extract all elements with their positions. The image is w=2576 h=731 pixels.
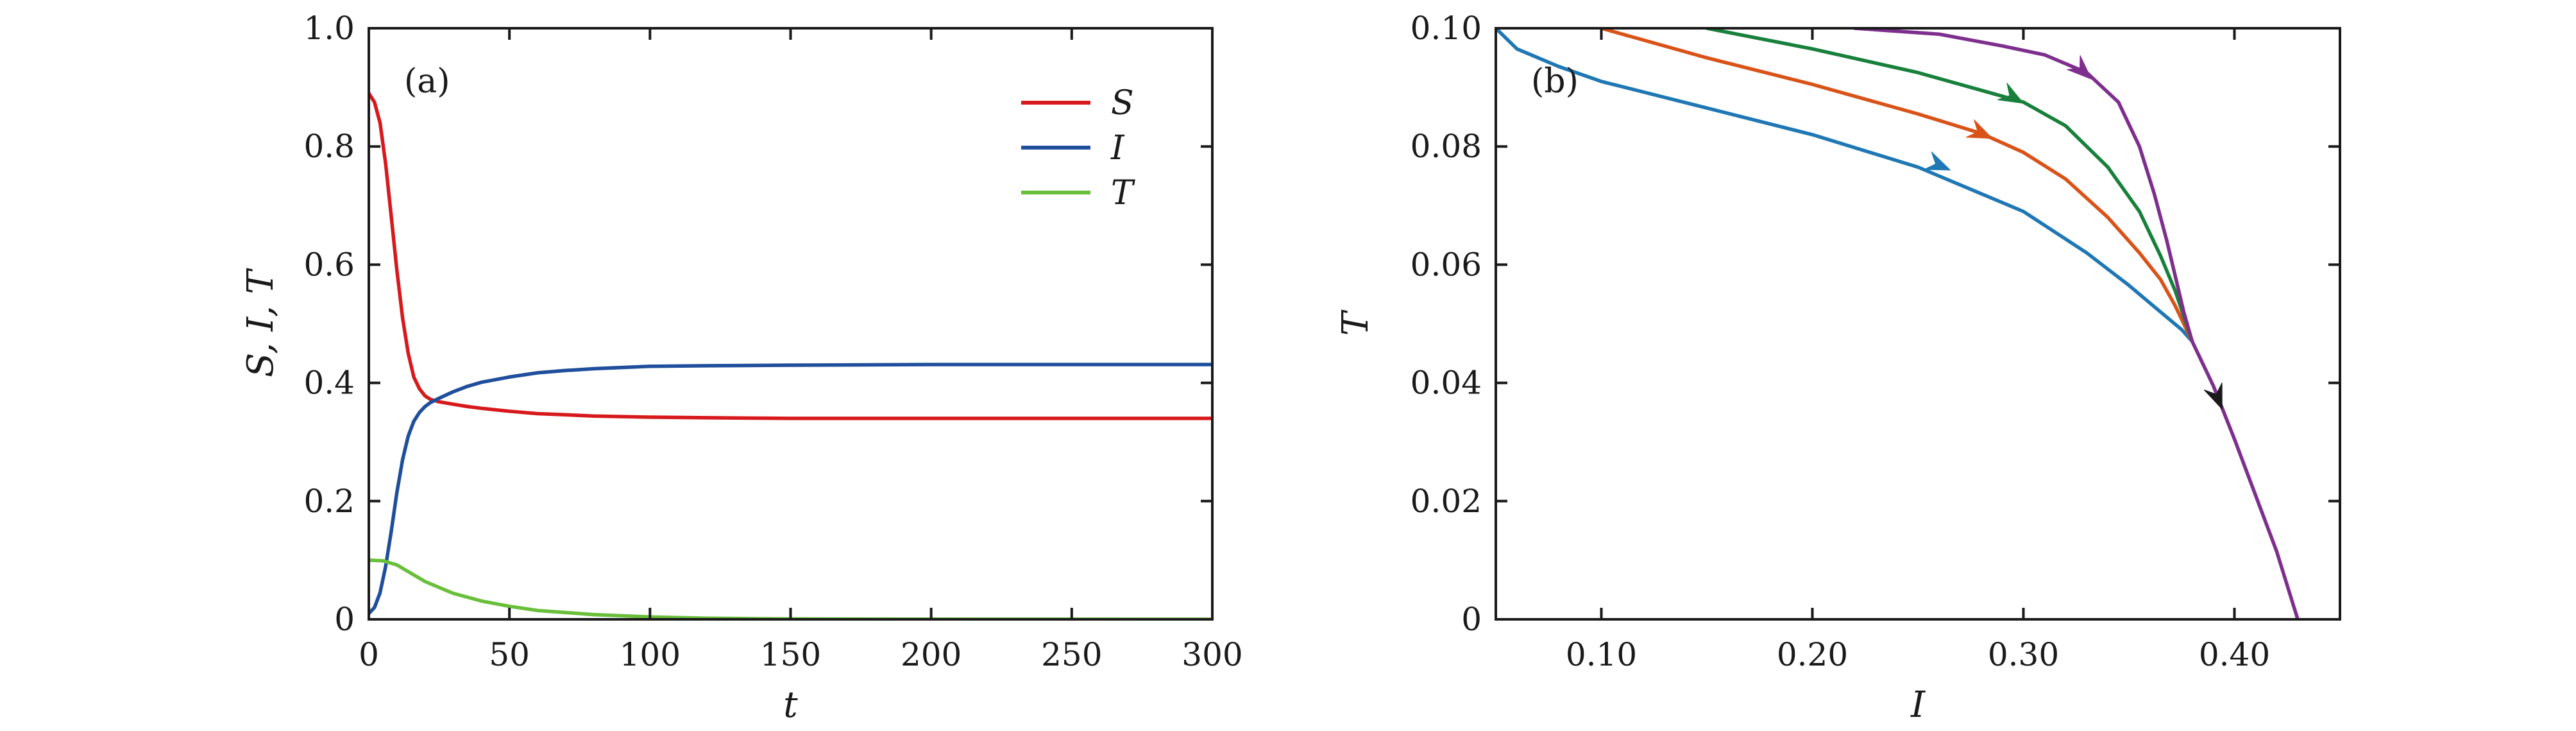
panel-b-x-tick-label: 0.20 [1777, 636, 1848, 673]
panel-a-series-line-s [369, 91, 1212, 420]
panel-a-label: (a) [404, 62, 450, 101]
legend-label-t: T [1111, 174, 1135, 212]
panel-b-y-tick-label: 0.02 [1411, 483, 1482, 520]
panel-b-x-tick-label: 0.30 [1988, 636, 2059, 673]
panel-b-series-line-1 [1496, 28, 2194, 343]
panel-b-trajectory-arrow-2 [1966, 119, 1994, 139]
panel-a-x-tick-label: 100 [620, 636, 681, 673]
panel-b-y-tick-label: 0.08 [1411, 128, 1482, 165]
panel-b-shared-arrow [2203, 383, 2223, 410]
panel-b-label: (b) [1531, 62, 1579, 101]
panel-b-plot-area [1495, 27, 2341, 621]
panel-b-y-axis-title: T [1335, 309, 1377, 336]
legend-label-i: I [1110, 129, 1125, 168]
panel-a-x-tick-label: 200 [901, 636, 962, 673]
panel-b-series-line-2 [1599, 28, 2194, 343]
panel-b-y-tick-label: 0.06 [1411, 246, 1482, 283]
panel-b-axes-frame [1495, 27, 2341, 621]
panel-a-y-tick-label: 0.6 [303, 246, 355, 283]
panel-b-chart: 0.10 0.20 0.30 0.40 0 0.02 0.04 0.06 0.08 0.10 (b… [1335, 10, 2341, 726]
legend-label-s: S [1111, 84, 1134, 123]
panel-b-series-line-3 [1705, 28, 2194, 343]
panel-a-axes-frame [368, 27, 1214, 621]
panel-a-ticks: 0 50 100 150 200 250 300 0 0.2 0.4 0.6 0.8 1.0 [303, 10, 1242, 673]
panel-a-x-tick-label: 0 [359, 636, 379, 673]
panel-a-y-tick-label: 0.4 [303, 365, 355, 402]
panel-a-series-group [369, 91, 1212, 619]
panel-b-trajectory-arrow-3 [1997, 83, 2024, 104]
panel-a-legend: SIT [1021, 84, 1135, 212]
panel-b-y-tick-label: 0.04 [1411, 365, 1482, 402]
panel-a-x-tick-label: 300 [1182, 636, 1242, 673]
panel-b-x-tick-label: 0.10 [1566, 636, 1637, 673]
panel-a-x-tick-label: 250 [1041, 636, 1102, 673]
panel-b-y-tick-label: 0.10 [1411, 10, 1482, 47]
panel-a-plot-area [368, 27, 1214, 621]
panel-b-x-tick-label: 0.40 [2199, 636, 2270, 673]
panel-a-y-axis-title: S, I, T [240, 268, 282, 377]
panel-a-x-tick-label: 50 [489, 636, 530, 673]
panel-b-trajectory-arrow-1 [1924, 151, 1951, 171]
panel-a-y-tick-label: 0.2 [303, 483, 355, 520]
panel-a-y-tick-label: 0.8 [303, 128, 355, 165]
panel-b-ticks: 0.10 0.20 0.30 0.40 0 0.02 0.04 0.06 0.08 0.10 [1411, 10, 2340, 673]
panel-b-trajectory-arrow-4 [2067, 55, 2092, 80]
panel-a-x-axis-title: t [783, 684, 798, 726]
panel-a-x-tick-label: 150 [760, 636, 821, 673]
panel-a-chart: 0 50 100 150 200 250 300 0 0.2 0.4 0.6 0.8 1.0 (a) t… [240, 10, 1243, 726]
panel-a-series-line-i [369, 363, 1212, 615]
panel-b-series-line-4 [1852, 28, 2300, 619]
panel-b-series-group [1496, 28, 2300, 619]
panel-b-y-tick-label: 0 [1461, 601, 1482, 638]
panel-b-x-axis-title: I [1910, 684, 1926, 726]
panel-a-y-tick-label: 1.0 [303, 10, 355, 47]
panel-a-y-tick-label: 0 [334, 601, 355, 638]
